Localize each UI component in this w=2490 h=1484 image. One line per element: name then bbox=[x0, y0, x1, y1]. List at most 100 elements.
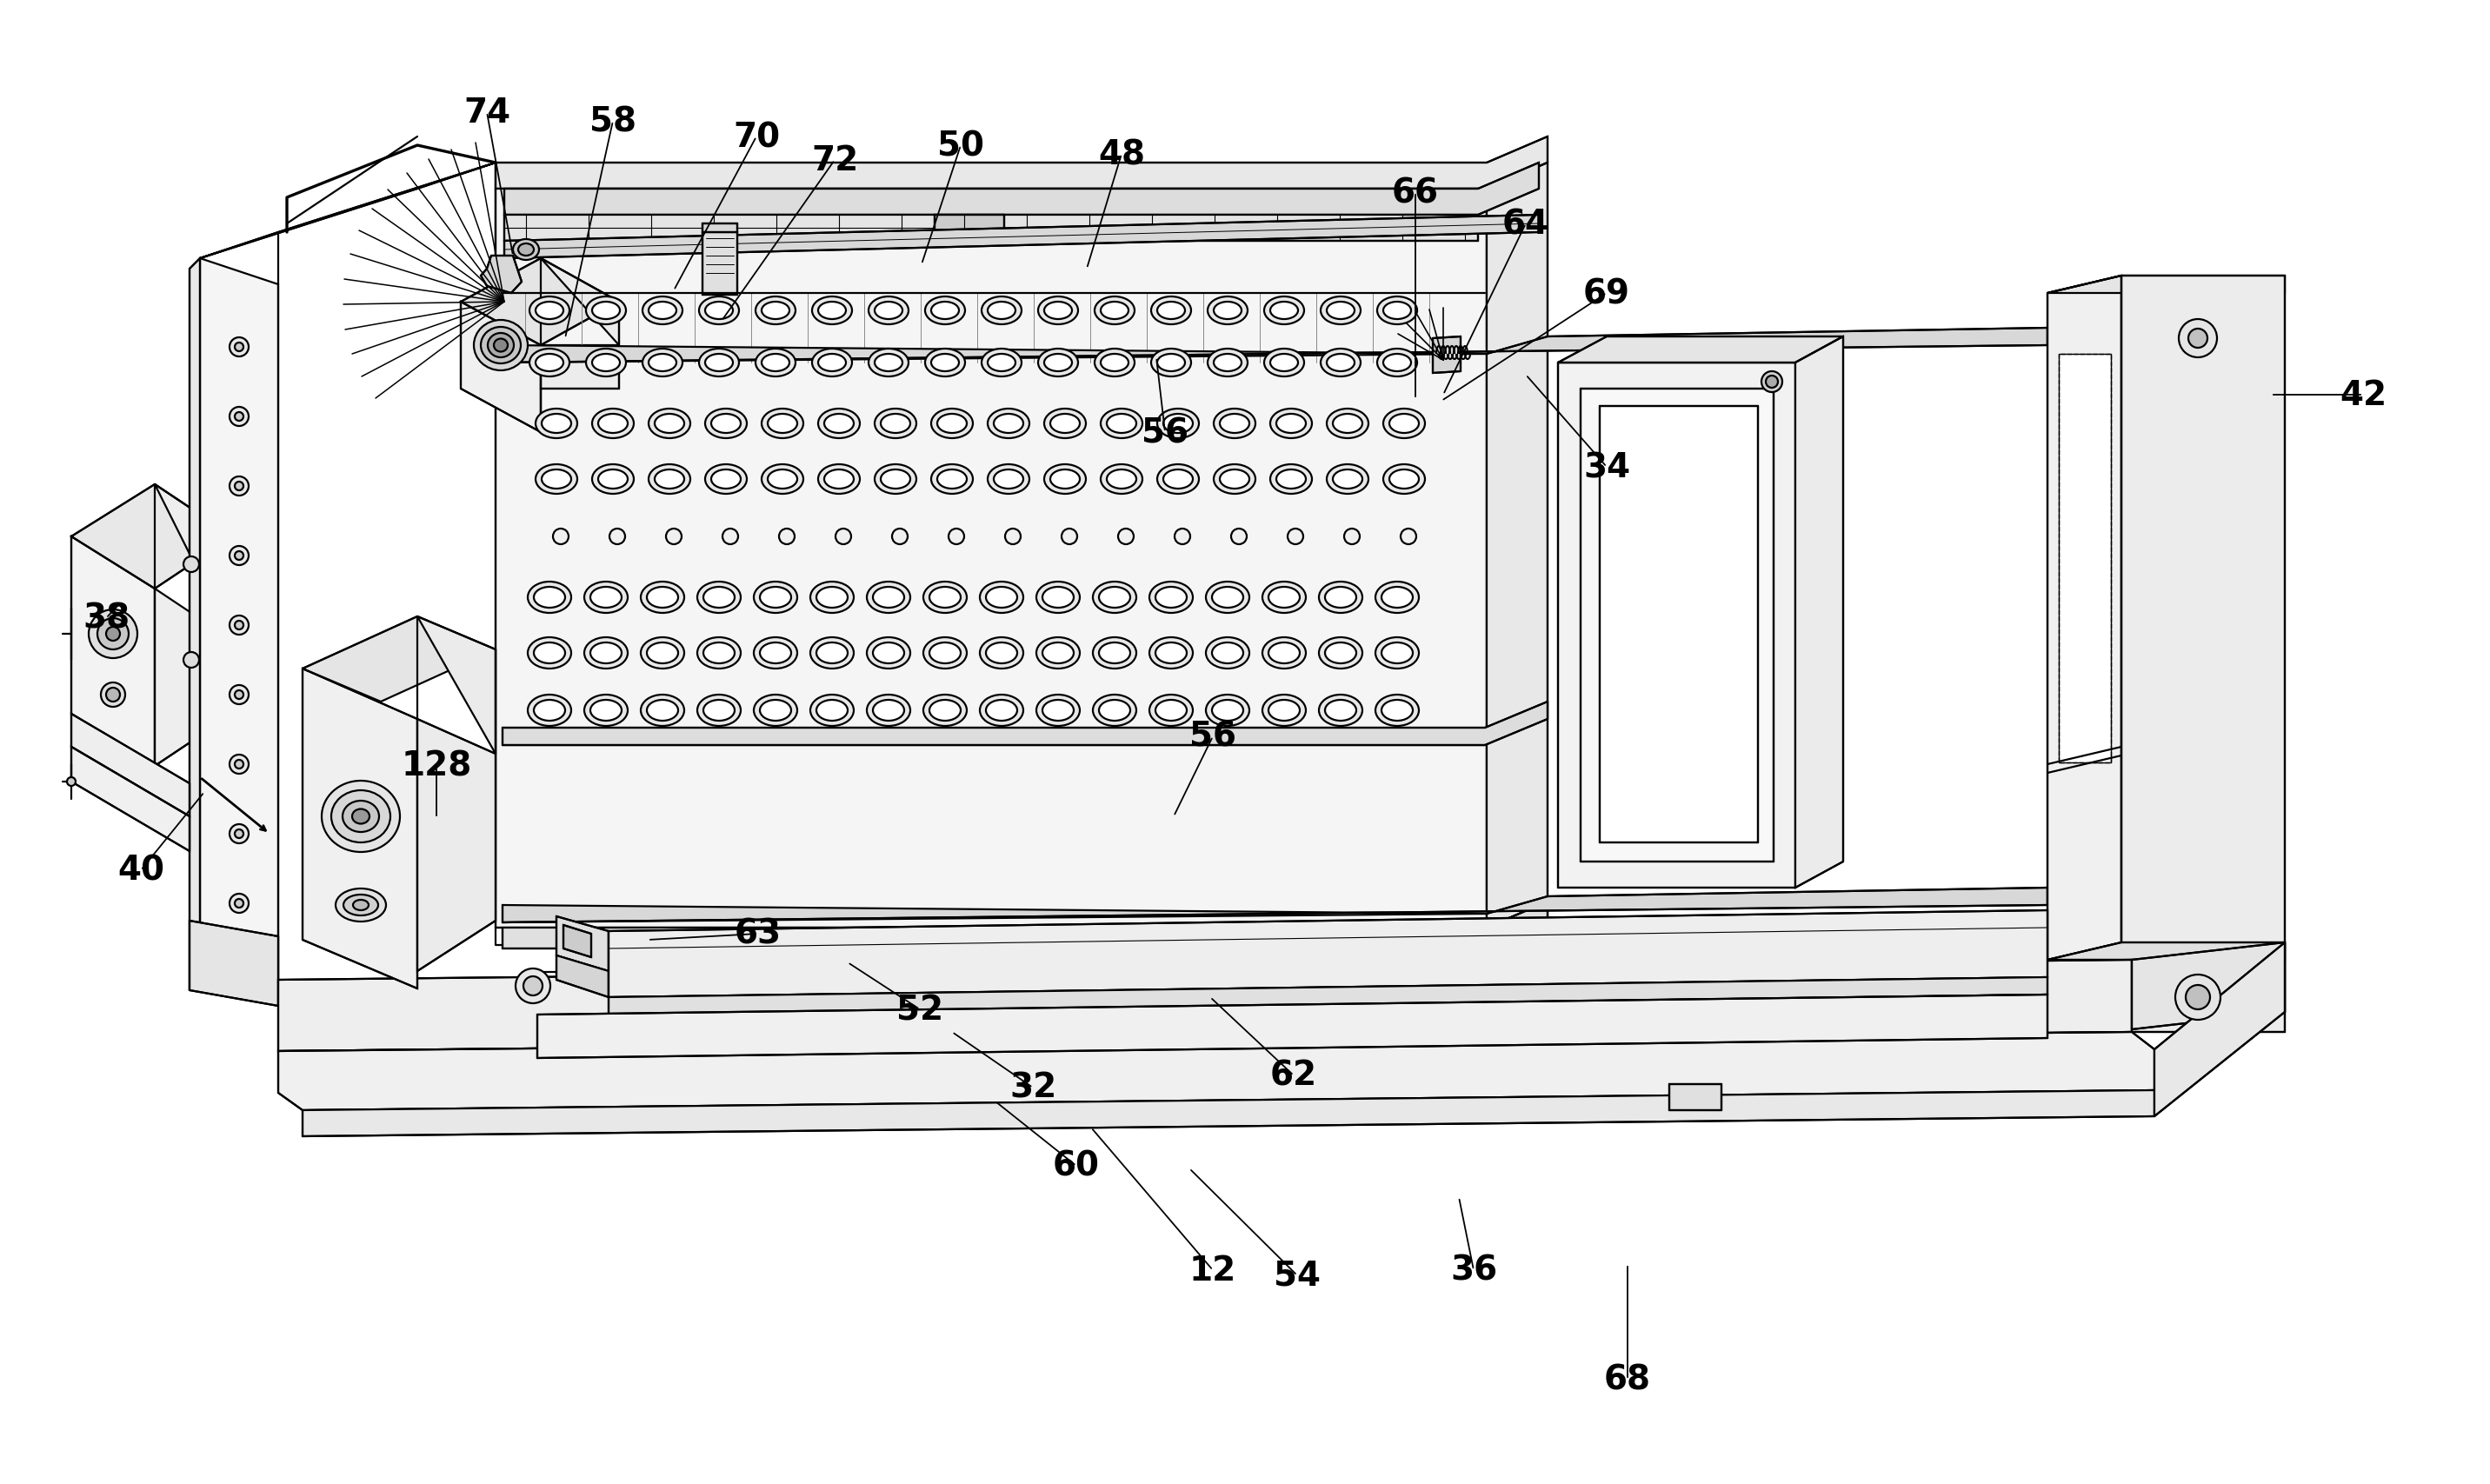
Ellipse shape bbox=[1213, 303, 1243, 319]
Ellipse shape bbox=[598, 470, 627, 490]
Ellipse shape bbox=[819, 303, 847, 319]
Text: 36: 36 bbox=[1449, 1254, 1496, 1287]
Ellipse shape bbox=[351, 809, 369, 824]
Text: 58: 58 bbox=[590, 105, 637, 138]
Ellipse shape bbox=[344, 801, 378, 833]
Ellipse shape bbox=[1043, 355, 1073, 372]
Ellipse shape bbox=[1043, 464, 1086, 494]
Ellipse shape bbox=[1374, 638, 1419, 669]
Polygon shape bbox=[538, 994, 2047, 1058]
Ellipse shape bbox=[924, 695, 966, 726]
Ellipse shape bbox=[1043, 700, 1073, 721]
Circle shape bbox=[102, 683, 125, 708]
Ellipse shape bbox=[705, 355, 732, 372]
Circle shape bbox=[1006, 530, 1021, 545]
Text: 34: 34 bbox=[1584, 451, 1631, 484]
Ellipse shape bbox=[1150, 582, 1193, 613]
Ellipse shape bbox=[817, 643, 847, 663]
Ellipse shape bbox=[931, 303, 959, 319]
Ellipse shape bbox=[1101, 355, 1128, 372]
Circle shape bbox=[234, 552, 244, 561]
Ellipse shape bbox=[1150, 638, 1193, 669]
Polygon shape bbox=[154, 485, 234, 766]
Ellipse shape bbox=[989, 410, 1028, 439]
Polygon shape bbox=[199, 258, 279, 1006]
Polygon shape bbox=[1795, 337, 1843, 887]
Ellipse shape bbox=[590, 643, 622, 663]
Ellipse shape bbox=[759, 700, 792, 721]
Ellipse shape bbox=[926, 297, 966, 325]
Ellipse shape bbox=[867, 695, 911, 726]
Circle shape bbox=[949, 530, 964, 545]
Ellipse shape bbox=[1098, 643, 1130, 663]
Polygon shape bbox=[72, 485, 234, 589]
Circle shape bbox=[229, 755, 249, 775]
Polygon shape bbox=[304, 617, 496, 702]
Text: 54: 54 bbox=[1275, 1258, 1320, 1293]
Polygon shape bbox=[1581, 389, 1773, 862]
Ellipse shape bbox=[528, 638, 570, 669]
Ellipse shape bbox=[926, 349, 966, 377]
Polygon shape bbox=[481, 257, 520, 294]
Ellipse shape bbox=[869, 349, 909, 377]
Ellipse shape bbox=[535, 303, 563, 319]
Ellipse shape bbox=[819, 355, 847, 372]
Text: 128: 128 bbox=[401, 749, 471, 784]
Ellipse shape bbox=[593, 464, 635, 494]
Text: 66: 66 bbox=[1392, 177, 1439, 209]
Ellipse shape bbox=[642, 349, 682, 377]
Ellipse shape bbox=[1106, 414, 1135, 433]
Polygon shape bbox=[496, 190, 1487, 928]
Circle shape bbox=[610, 530, 625, 545]
Ellipse shape bbox=[712, 414, 740, 433]
Text: 56: 56 bbox=[1140, 416, 1188, 450]
Ellipse shape bbox=[924, 638, 966, 669]
Polygon shape bbox=[934, 215, 1003, 242]
Ellipse shape bbox=[513, 240, 538, 261]
Ellipse shape bbox=[981, 695, 1023, 726]
Ellipse shape bbox=[1155, 588, 1188, 608]
Circle shape bbox=[523, 976, 543, 996]
Ellipse shape bbox=[1377, 349, 1417, 377]
Circle shape bbox=[184, 556, 199, 573]
Polygon shape bbox=[608, 978, 2047, 1015]
Polygon shape bbox=[418, 617, 496, 972]
Ellipse shape bbox=[874, 355, 901, 372]
Ellipse shape bbox=[936, 470, 966, 490]
Ellipse shape bbox=[1098, 588, 1130, 608]
Ellipse shape bbox=[981, 297, 1021, 325]
Text: 60: 60 bbox=[1053, 1150, 1101, 1183]
Polygon shape bbox=[279, 960, 2131, 1051]
Polygon shape bbox=[503, 328, 2047, 364]
Ellipse shape bbox=[647, 643, 677, 663]
Ellipse shape bbox=[1036, 695, 1081, 726]
Ellipse shape bbox=[528, 695, 570, 726]
Circle shape bbox=[229, 825, 249, 844]
Ellipse shape bbox=[762, 410, 804, 439]
Ellipse shape bbox=[331, 791, 391, 843]
Ellipse shape bbox=[481, 328, 520, 364]
Circle shape bbox=[837, 530, 852, 545]
Ellipse shape bbox=[1051, 470, 1081, 490]
Text: 56: 56 bbox=[1190, 720, 1238, 754]
Polygon shape bbox=[496, 138, 1549, 190]
Ellipse shape bbox=[518, 245, 533, 257]
Ellipse shape bbox=[1205, 638, 1250, 669]
Ellipse shape bbox=[655, 414, 685, 433]
Ellipse shape bbox=[640, 582, 685, 613]
Ellipse shape bbox=[1163, 414, 1193, 433]
Ellipse shape bbox=[929, 700, 961, 721]
Ellipse shape bbox=[535, 355, 563, 372]
Ellipse shape bbox=[767, 470, 797, 490]
Ellipse shape bbox=[1205, 695, 1250, 726]
Polygon shape bbox=[461, 258, 620, 346]
Ellipse shape bbox=[867, 582, 911, 613]
Ellipse shape bbox=[1384, 355, 1412, 372]
Ellipse shape bbox=[1036, 582, 1081, 613]
Ellipse shape bbox=[1384, 464, 1424, 494]
Polygon shape bbox=[2047, 276, 2286, 294]
Circle shape bbox=[234, 622, 244, 629]
Polygon shape bbox=[2047, 276, 2121, 960]
Ellipse shape bbox=[1093, 582, 1135, 613]
Ellipse shape bbox=[981, 582, 1023, 613]
